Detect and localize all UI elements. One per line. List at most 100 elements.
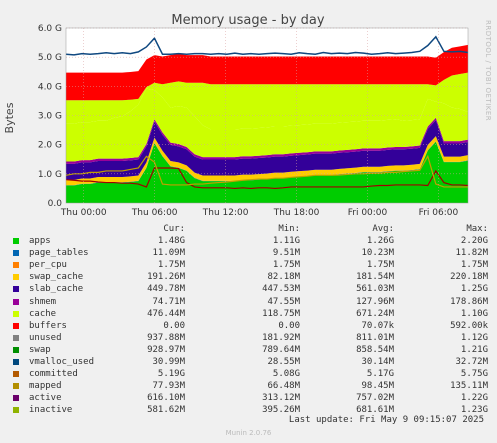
legend-cur: 30.99M [152, 357, 185, 368]
legend-swatch [13, 334, 19, 341]
legend-row-buffers: buffers 0.00 0.00 70.07k 592.00k [10, 320, 488, 332]
legend-max: 1.75M [460, 260, 488, 271]
legend-row-shmem: shmem 74.71M 47.55M 127.96M 178.86M [10, 296, 488, 308]
legend-name: committed [29, 369, 78, 380]
legend-cur: 0.00 [163, 320, 185, 331]
legend-rows: apps 1.48G 1.11G 1.26G 2.20G page_tables 11.09… [10, 235, 488, 416]
line-series [65, 35, 469, 190]
legend-min: 447.53M [262, 284, 300, 295]
legend-avg: 858.54M [356, 344, 394, 355]
legend-avg: 811.01M [356, 332, 394, 343]
legend-min: 313.12M [262, 393, 300, 404]
legend-swatch [13, 250, 19, 257]
legend-min: 0.00 [278, 320, 300, 331]
legend-min: 395.26M [262, 405, 300, 416]
legend-max: 220.18M [450, 272, 488, 283]
legend-max: 592.00k [450, 320, 488, 331]
legend-cur: 581.62M [147, 405, 185, 416]
legend-cur: 5.19G [157, 369, 185, 380]
legend-cur: 191.26M [147, 272, 185, 283]
legend-row-per_cpu: per_cpu 1.75M 1.75M 1.75M 1.75M [10, 259, 488, 271]
y-tick-label: 6.0 G [38, 24, 62, 34]
line-inactive [65, 167, 469, 190]
legend-avg: 127.96M [356, 296, 394, 307]
line-active [65, 154, 468, 188]
legend-cur: 1.75M [157, 260, 185, 271]
plot-frame [65, 27, 469, 204]
line-committed [65, 35, 469, 56]
legend-cur: 937.88M [147, 332, 185, 343]
legend-swatch [13, 310, 19, 317]
legend-swatch [13, 371, 19, 378]
legend-name: cache [29, 308, 57, 319]
legend-name: active [29, 393, 62, 404]
legend-max: 1.10G [460, 308, 488, 319]
legend-header-spacer [10, 223, 142, 235]
x-tick-label: Thu 18:00 [273, 208, 320, 218]
y-tick-label: 1.0 G [38, 170, 62, 180]
legend-name: inactive [29, 405, 73, 416]
legend-row-inactive: inactive 581.62M 395.26M 681.61M 1.23G [10, 404, 488, 416]
legend-min: 9.51M [272, 248, 300, 259]
y-tick-label: 5.0 G [38, 53, 62, 63]
legend-row-swap: swap 928.97M 789.64M 858.54M 1.21G [10, 344, 488, 356]
legend-swatch [13, 322, 19, 329]
legend-header: Cur: Min: Avg: Max: [10, 223, 488, 235]
legend-swatch [13, 286, 19, 293]
x-tick-label: Fri 00:00 [348, 208, 388, 218]
area-swap_cache [66, 136, 468, 186]
legend-max: 1.12G [460, 332, 488, 343]
legend-min: 66.48M [267, 381, 300, 392]
legend-max: 5.75G [460, 369, 488, 380]
x-tick-label: Thu 00:00 [60, 208, 107, 218]
side-credit-text: RRDTOOL / TOBI OETIKER [484, 20, 492, 121]
legend-swatch [13, 298, 19, 305]
y-tick-label: 2.0 G [38, 141, 62, 151]
legend-swatch [13, 274, 19, 281]
legend-cur: 77.93M [152, 381, 185, 392]
legend-min: 28.55M [267, 357, 300, 368]
legend-max: 2.20G [460, 236, 488, 247]
legend-avg: 30.14M [361, 357, 394, 368]
legend-name: mapped [29, 381, 62, 392]
legend-cur: 11.09M [152, 248, 185, 259]
legend-row-slab_cache: slab_cache 449.78M 447.53M 561.03M 1.25G [10, 283, 488, 295]
legend-min: 82.18M [267, 272, 300, 283]
x-tick-label: Thu 06:00 [131, 208, 178, 218]
legend-swatch [13, 346, 19, 353]
legend-name: page_tables [29, 248, 89, 259]
legend-cur: 616.10M [147, 393, 185, 404]
legend-max: 11.82M [455, 248, 488, 259]
legend-min: 1.75M [272, 260, 300, 271]
y-tick-label: 3.0 G [38, 112, 62, 122]
legend-row-vmalloc_used: vmalloc_used 30.99M 28.55M 30.14M 32.72M [10, 356, 488, 368]
legend-swatch [13, 238, 19, 245]
legend-max: 1.23G [460, 405, 488, 416]
area-cache [66, 88, 468, 162]
footer-text: Munin 2.0.76 [225, 429, 272, 437]
legend-swatch [13, 395, 19, 402]
legend-avg: 671.24M [356, 308, 394, 319]
legend-avg: 757.02M [356, 393, 394, 404]
x-tick-label: Thu 12:00 [202, 208, 249, 218]
legend-max: 1.22G [460, 393, 488, 404]
legend-name: slab_cache [29, 284, 84, 295]
legend-avg: 70.07k [361, 320, 394, 331]
x-tick-label: Fri 06:00 [419, 208, 459, 218]
legend-avg: 98.45M [361, 381, 394, 392]
legend-swatch [13, 262, 19, 269]
chart-title: Memory usage - by day [171, 13, 324, 28]
legend-avg: 681.61M [356, 405, 394, 416]
legend-min: 47.55M [267, 296, 300, 307]
legend-cur: 1.48G [157, 236, 185, 247]
legend-row-cache: cache 476.44M 118.75M 671.24M 1.10G [10, 308, 488, 320]
legend-min: 118.75M [262, 308, 300, 319]
legend-swatch [13, 359, 19, 366]
legend-cur: 476.44M [147, 308, 185, 319]
legend-name: unused [29, 332, 62, 343]
x-ticks: Thu 00:00 Thu 06:00 Thu 12:00 Thu 18:00 Fri … [60, 208, 459, 218]
legend-avg: 1.26G [366, 236, 394, 247]
y-ticks: 0.0 1.0 G 2.0 G 3.0 G 4.0 G 5.0 G 6.0 G [38, 24, 62, 209]
legend-row-swap_cache: swap_cache 191.26M 82.18M 181.54M 220.18M [10, 271, 488, 283]
